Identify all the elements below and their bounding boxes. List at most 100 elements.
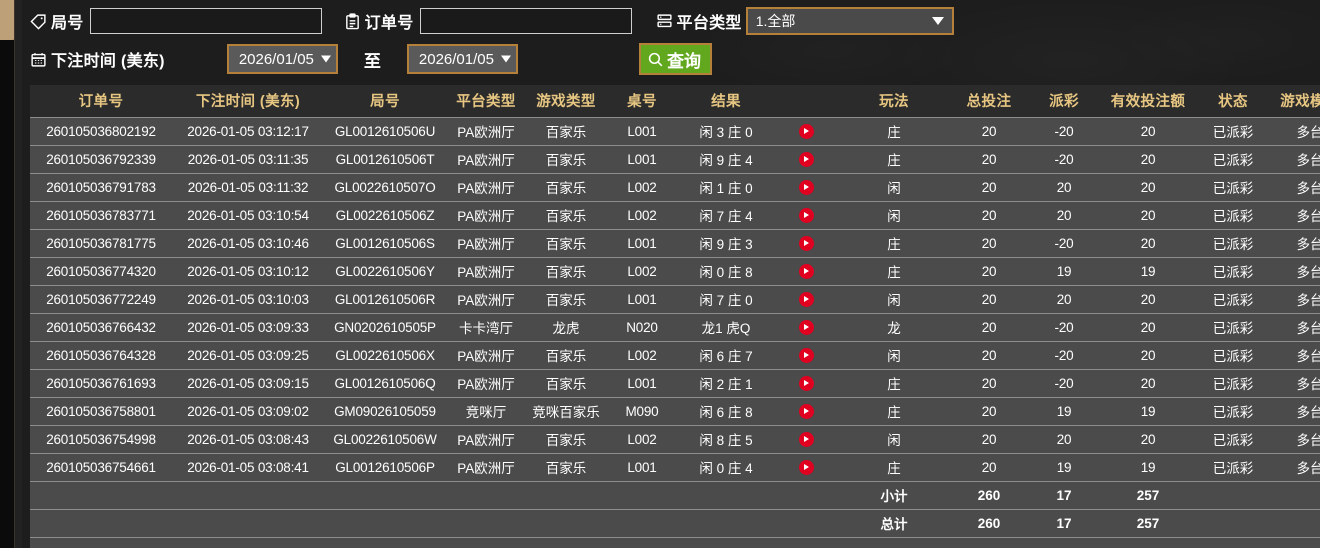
cell-total-bet: 20 [950,313,1028,342]
play-icon[interactable] [798,375,814,391]
cell-game-mode: 多台 [1270,453,1320,482]
cell-platform: PA欧洲厅 [446,201,526,230]
replay-cell [774,313,838,342]
cell-valid-bet: 20 [1100,229,1196,258]
round-no-input[interactable] [89,8,322,34]
play-icon[interactable] [798,347,814,363]
table-row[interactable]: 260105036758801 2026-01-05 03:09:02 GM0902… [30,397,1320,426]
cell-payout: -20 [1028,145,1100,174]
col-header-platform[interactable]: 平台类型 [446,85,526,118]
col-header-order-no[interactable]: 订单号 [30,85,172,118]
table-header-row: 订单号 下注时间 (美东) 局号 平台类型 游戏类型 桌号 结果 玩法 总投注 … [30,85,1320,118]
order-no-input[interactable] [419,8,632,34]
table-row[interactable]: 260105036783771 2026-01-05 03:10:54 GL0022… [30,201,1320,230]
records-table-container[interactable]: 订单号 下注时间 (美东) 局号 平台类型 游戏类型 桌号 结果 玩法 总投注 … [30,85,1320,548]
play-icon[interactable] [798,151,814,167]
cell-order-no: 260105036783771 [30,201,172,230]
cell-platform: PA欧洲厅 [446,257,526,286]
cell-payout: 19 [1028,257,1100,286]
table-row[interactable]: 260105036754661 2026-01-05 03:08:41 GL0012… [30,453,1320,482]
cell-order-no: 260105036802192 [30,117,172,146]
cell-total-bet: 20 [950,201,1028,230]
cell-payout: 20 [1028,285,1100,314]
replay-cell [774,453,838,482]
table-row[interactable]: 260105036802192 2026-01-05 03:12:17 GL0012… [30,117,1320,146]
table-row[interactable]: 260105036791783 2026-01-05 03:11:32 GL0022… [30,173,1320,202]
table-row[interactable]: 260105036764328 2026-01-05 03:09:25 GL0022… [30,341,1320,370]
play-icon[interactable] [798,207,814,223]
cell-bet-time: 2026-01-05 03:08:41 [172,453,324,482]
play-icon[interactable] [798,179,814,195]
cell-round-no: GN0202610505P [324,313,446,342]
cell-valid-bet: 20 [1100,201,1196,230]
table-row[interactable]: 260105036781775 2026-01-05 03:10:46 GL0012… [30,229,1320,258]
col-header-result[interactable]: 结果 [678,85,774,118]
summary-empty-cell [30,481,172,510]
cell-bet-time: 2026-01-05 03:10:12 [172,257,324,286]
summary-empty-cell [446,509,526,538]
summary-empty-cell [606,481,678,510]
summary-empty-cell [678,481,774,510]
cell-status: 已派彩 [1196,257,1270,286]
date-from-picker[interactable]: 2026/01/05 [226,44,338,74]
replay-cell [774,201,838,230]
cell-status: 已派彩 [1196,229,1270,258]
cell-total-bet: 20 [950,369,1028,398]
play-icon[interactable] [798,459,814,475]
summary-empty-cell [1270,509,1320,538]
col-header-bet-on[interactable]: 玩法 [838,85,950,118]
play-icon[interactable] [798,319,814,335]
play-icon[interactable] [798,123,814,139]
play-icon[interactable] [798,403,814,419]
table-row[interactable]: 260105036772249 2026-01-05 03:10:03 GL0012… [30,285,1320,314]
table-row[interactable]: 260105036761693 2026-01-05 03:09:15 GL0012… [30,369,1320,398]
summary-valid-bet: 257 [1100,509,1196,538]
cell-platform: PA欧洲厅 [446,173,526,202]
cell-valid-bet: 20 [1100,425,1196,454]
cell-status: 已派彩 [1196,313,1270,342]
summary-total-bet: 260 [950,509,1028,538]
table-row[interactable]: 260105036792339 2026-01-05 03:11:35 GL0012… [30,145,1320,174]
col-header-bet-time[interactable]: 下注时间 (美东) [172,85,324,118]
play-icon[interactable] [798,263,814,279]
filler-cell [774,537,838,548]
col-header-valid-bet[interactable]: 有效投注额 [1100,85,1196,118]
table-row[interactable]: 260105036754998 2026-01-05 03:08:43 GL0022… [30,425,1320,454]
cell-status: 已派彩 [1196,201,1270,230]
table-row[interactable]: 260105036774320 2026-01-05 03:10:12 GL0022… [30,257,1320,286]
cell-order-no: 260105036754661 [30,453,172,482]
summary-payout: 17 [1028,509,1100,538]
filler-cell [606,537,678,548]
cell-table-no: L002 [606,257,678,286]
cell-platform: 卡卡湾厅 [446,313,526,342]
date-to-picker[interactable]: 2026/01/05 [406,44,518,74]
replay-cell [774,425,838,454]
col-header-status[interactable]: 状态 [1196,85,1270,118]
chevron-down-icon [320,55,331,63]
platform-type-select[interactable]: 1.全部 [745,7,954,35]
cell-round-no: GL0022610507O [324,173,446,202]
play-icon[interactable] [798,235,814,251]
cell-bet-time: 2026-01-05 03:12:17 [172,117,324,146]
table-row[interactable]: 260105036766432 2026-01-05 03:09:33 GN0202… [30,313,1320,342]
col-header-game-mode[interactable]: 游戏模式 [1270,85,1320,118]
cell-bet-time: 2026-01-05 03:09:02 [172,397,324,426]
cell-result: 闲 8 庄 5 [678,425,774,454]
cell-valid-bet: 20 [1100,145,1196,174]
bet-time-label: 下注时间 (美东) [30,47,165,71]
cell-table-no: L002 [606,341,678,370]
col-header-table-no[interactable]: 桌号 [606,85,678,118]
cell-bet-on: 闲 [838,425,950,454]
play-icon[interactable] [798,431,814,447]
query-button[interactable]: 查询 [638,43,712,75]
cell-bet-time: 2026-01-05 03:10:46 [172,229,324,258]
cell-game-type: 百家乐 [526,173,606,202]
col-header-game-type[interactable]: 游戏类型 [526,85,606,118]
bet-time-label-text: 下注时间 (美东) [51,53,165,70]
play-icon[interactable] [798,291,814,307]
col-header-round-no[interactable]: 局号 [324,85,446,118]
search-icon [647,51,664,68]
col-header-payout[interactable]: 派彩 [1028,85,1100,118]
cell-round-no: GL0012610506R [324,285,446,314]
col-header-total-bet[interactable]: 总投注 [950,85,1028,118]
